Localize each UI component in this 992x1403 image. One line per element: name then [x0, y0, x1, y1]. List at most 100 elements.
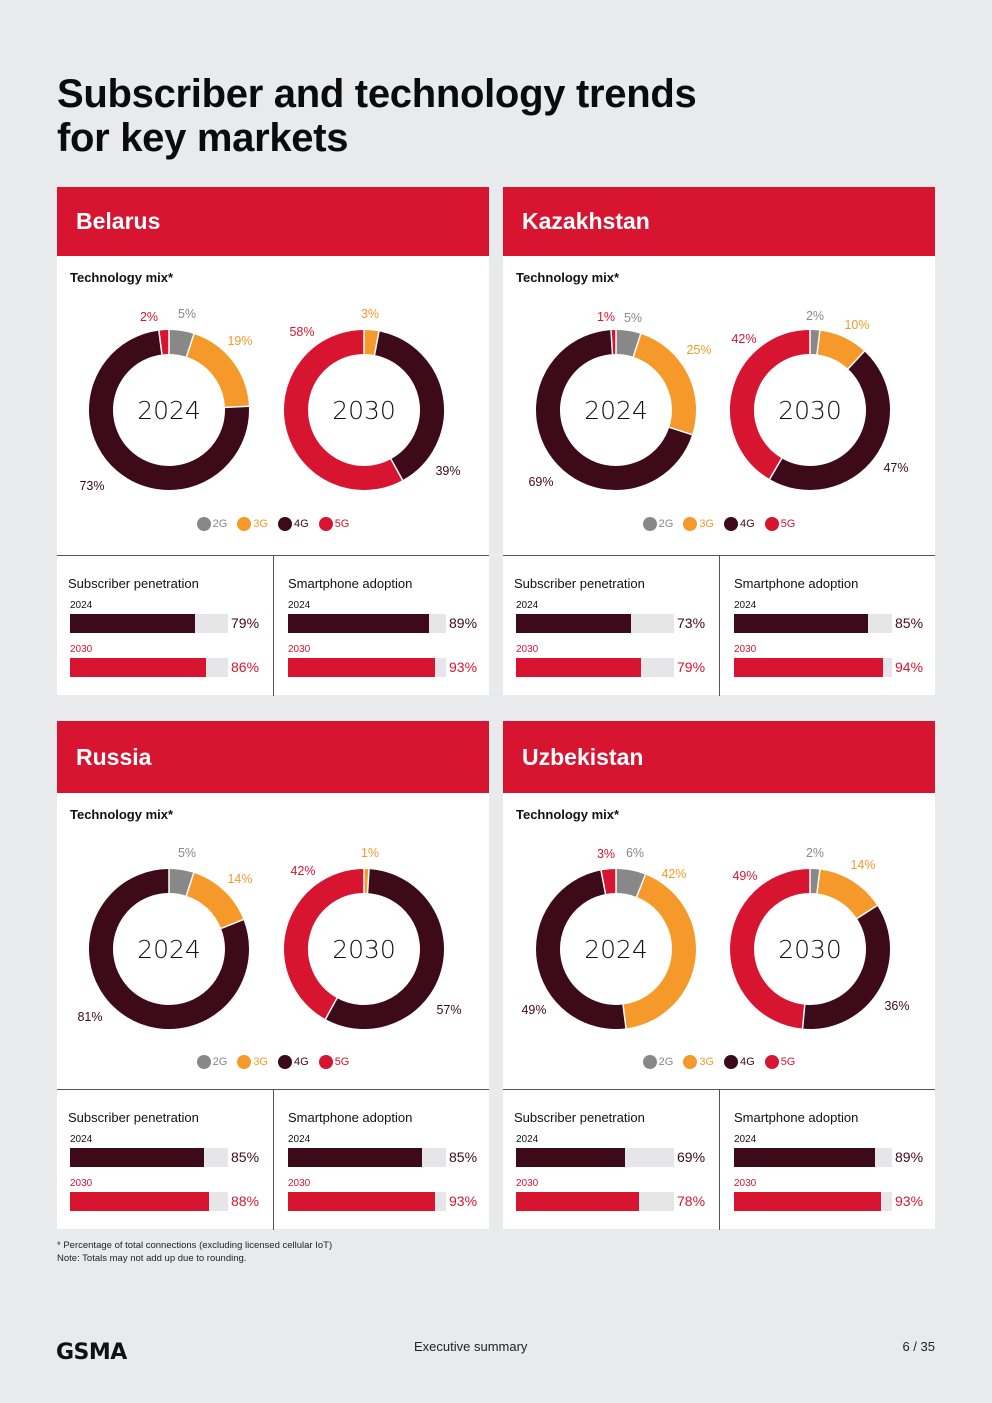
legend-dot-icon [278, 1055, 292, 1069]
legend-label: 2G [658, 518, 674, 530]
market-name: Kazakhstan [522, 208, 650, 234]
data-label-2g: 5% [178, 846, 196, 860]
donut-segment-5g [284, 869, 365, 1020]
technology-legend: 2G 3G 4G 5G [503, 1055, 935, 1069]
bar-track-2030: 88% [70, 1192, 259, 1211]
bar-track-2024: 85% [288, 1148, 477, 1167]
bar-fill-2024 [516, 614, 632, 633]
legend-dot-icon [642, 517, 657, 531]
bar-value-2030: 79% [677, 659, 706, 675]
bar-fill-2030 [516, 658, 641, 677]
subscriber-penetration-title: Subscriber penetration [68, 576, 199, 591]
legend-label: 5G [334, 1056, 350, 1068]
bar-year-label-2030: 2030 [288, 644, 311, 655]
donut-center-year-2030: 2030 [778, 935, 842, 964]
donut-segment-5g [730, 330, 811, 480]
data-label-3g: 25% [686, 343, 711, 357]
legend-dot-icon [318, 517, 333, 531]
data-label-5g: 49% [732, 869, 757, 883]
donut-separator [669, 426, 693, 436]
bar-fill-2030 [70, 658, 206, 677]
market-header: Kazakhstan [503, 187, 935, 256]
smartphone-adoption-title: Smartphone adoption [734, 576, 859, 591]
footer-section-title: Executive summary [414, 1339, 528, 1354]
data-label-4g: 73% [79, 479, 104, 493]
footnote-line1: * Percentage of total connections (exclu… [57, 1240, 333, 1251]
donut-segment-3g [816, 330, 865, 370]
donut-segment-4g [536, 870, 627, 1029]
legend-dot-icon [642, 1055, 657, 1069]
data-label-2g: 5% [178, 307, 196, 321]
bar-year-label-2030: 2030 [516, 644, 539, 655]
donut-separator [816, 330, 821, 355]
legend-dot-icon [724, 517, 738, 531]
bar-track-2030: 94% [734, 658, 923, 677]
bar-value-2030: 93% [895, 1193, 924, 1209]
data-label-4g: 69% [528, 475, 553, 489]
bar-value-2030: 93% [449, 1193, 478, 1209]
gsma-logo-mark: GSMA [56, 1340, 128, 1365]
market-header: Belarus [57, 187, 489, 256]
legend-item-2g: 2G [642, 1055, 674, 1069]
donut-segment-3g [622, 874, 696, 1029]
donut-segment-2g [168, 330, 194, 357]
legend-label: 2G [212, 1056, 228, 1068]
adoption-stats: Subscriber penetration 2024 85% 2030 88% Smar… [57, 1089, 489, 1230]
bar-track-2030: 86% [70, 658, 259, 677]
legend-label: 2G [658, 1056, 674, 1068]
gsma-logo-text: GSMA [56, 1340, 127, 1362]
market-name: Belarus [76, 208, 161, 234]
data-label-3g: 3% [361, 307, 379, 321]
page-number: 6 / 35 [902, 1339, 935, 1354]
footnote-line2: Note: Totals may not add up due to round… [57, 1252, 247, 1264]
donut-segment-3g [185, 334, 249, 408]
donut-separator [801, 1004, 806, 1029]
donut-center-year-2024: 2024 [584, 396, 648, 425]
donut-separator [324, 997, 338, 1020]
bar-fill-2030 [734, 1192, 881, 1211]
donut-segment-2g [809, 869, 820, 894]
donut-segment-4g [89, 330, 249, 490]
bar-year-label-2030: 2030 [734, 1178, 757, 1189]
data-label-3g: 14% [227, 872, 252, 886]
data-label-5g: 42% [731, 332, 756, 346]
donut-segment-2g [615, 330, 641, 357]
bar-year-label-2024: 2024 [734, 600, 757, 611]
bar-fill-2024 [288, 614, 429, 633]
bar-fill-2024 [516, 1148, 626, 1167]
bar-fill-2024 [734, 1148, 875, 1167]
bar-year-label-2024: 2024 [516, 600, 539, 611]
donut-separator [224, 405, 249, 409]
subscriber-penetration-panel: Subscriber penetration 2024 69% 2030 78% [503, 1090, 719, 1230]
legend-dot-icon [196, 517, 211, 531]
data-label-2g: 6% [626, 846, 644, 860]
data-label-2g: 2% [806, 309, 824, 323]
bar-value-2030: 86% [231, 659, 260, 675]
data-label-4g: 36% [884, 999, 909, 1013]
donut-center-year-2030: 2030 [332, 935, 396, 964]
legend-label: 4G [294, 518, 309, 530]
donut-segment-3g [185, 872, 244, 929]
donut-segment-3g [816, 869, 878, 919]
bar-value-2024: 73% [677, 615, 706, 631]
donut-segment-3g [363, 329, 379, 356]
bar-track-2030: 93% [734, 1192, 923, 1211]
smartphone-adoption-panel: Smartphone adoption 2024 89% 2030 93% [719, 1090, 935, 1230]
bar-fill-2030 [288, 1192, 435, 1211]
legend-item-3g: 3G [683, 517, 714, 531]
legend-dot-icon [196, 1055, 211, 1069]
donut-segment-4g [769, 351, 890, 490]
legend-item-2g: 2G [196, 1055, 228, 1069]
donut-segment-4g [802, 905, 890, 1029]
donut-center-year-2030: 2030 [332, 396, 396, 425]
bar-track-2024: 85% [70, 1148, 259, 1167]
donut-separator [635, 874, 647, 898]
subscriber-penetration-panel: Subscriber penetration 2024 85% 2030 88% [57, 1090, 273, 1230]
gsma-logo: GSMA [56, 1340, 180, 1367]
legend-dot-icon [764, 517, 779, 531]
bar-fill-2024 [70, 1148, 205, 1167]
donut-separator [856, 904, 878, 920]
legend-label: 3G [699, 1056, 714, 1068]
bar-value-2030: 94% [895, 659, 924, 675]
legend-item-3g: 3G [237, 517, 268, 531]
